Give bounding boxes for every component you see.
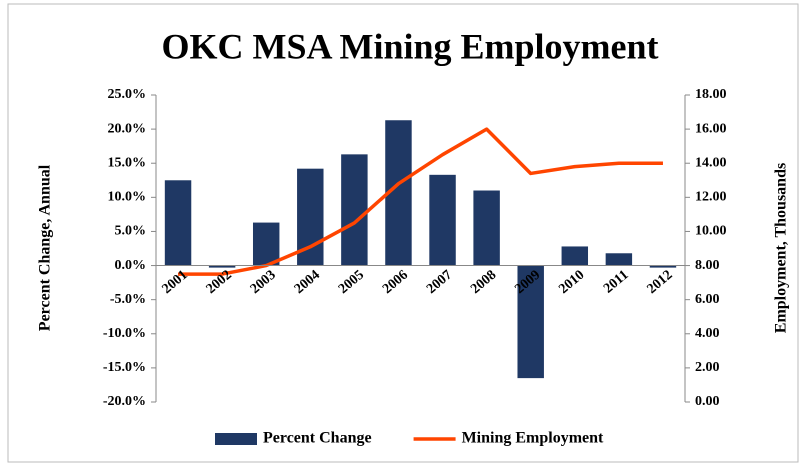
bar	[649, 265, 677, 268]
y-tick-label: 15.0%	[108, 155, 147, 170]
bar	[341, 154, 368, 266]
chart-title: OKC MSA Mining Employment	[161, 26, 658, 66]
legend-label: Percent Change	[263, 430, 372, 447]
y-axis-title: Percent Change, Annual	[37, 164, 54, 331]
bar	[252, 222, 280, 266]
y2-tick-label: 2.00	[695, 360, 720, 375]
y-tick-label: -10.0%	[103, 326, 146, 341]
line	[178, 127, 663, 276]
y2-tick-label: 6.00	[695, 292, 720, 307]
y2-tick-label: 4.00	[695, 326, 720, 341]
bar	[429, 174, 456, 266]
bar	[517, 265, 544, 379]
y2-axis-title: Employment, Thousands	[773, 163, 790, 333]
y-tick-label: -20.0%	[103, 394, 146, 409]
y-tick-label: 10.0%	[108, 190, 147, 205]
y-tick-label: 5.0%	[115, 224, 147, 239]
y-tick-label: -15.0%	[103, 360, 146, 375]
bar	[164, 180, 192, 266]
y2-tick-label: 12.00	[695, 190, 727, 205]
bar	[605, 253, 633, 266]
bar	[208, 265, 236, 268]
y2-tick-label: 8.00	[695, 258, 720, 273]
bar	[561, 246, 589, 266]
y-tick-label: 20.0%	[108, 121, 147, 136]
legend-label: Mining Employment	[462, 430, 604, 447]
y2-tick-label: 14.00	[695, 155, 727, 170]
legend-swatch	[215, 433, 257, 445]
y-tick-label: 0.0%	[115, 258, 147, 273]
y2-tick-label: 16.00	[695, 121, 727, 136]
bar	[473, 190, 500, 266]
y2-tick-label: 10.00	[695, 224, 727, 239]
y2-tick-label: 0.00	[695, 394, 720, 409]
y-tick-label: -5.0%	[110, 292, 146, 307]
y-tick-label: 25.0%	[108, 87, 147, 102]
y2-tick-label: 18.00	[695, 87, 727, 102]
